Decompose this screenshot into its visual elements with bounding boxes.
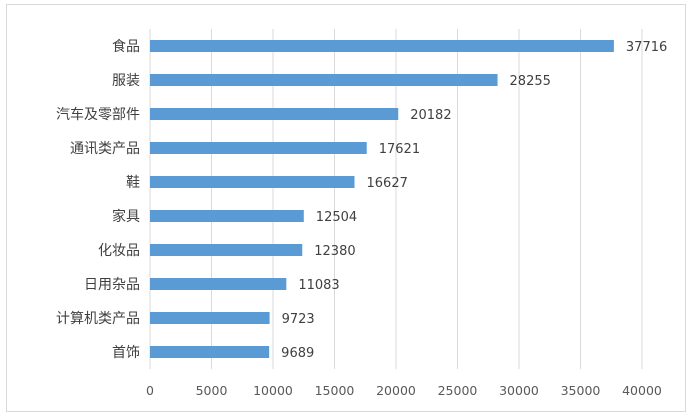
- category-label: 家具: [112, 208, 140, 225]
- bar: [150, 176, 355, 188]
- data-label: 12504: [316, 210, 357, 225]
- data-label: 11083: [298, 278, 339, 293]
- data-label: 37716: [626, 40, 667, 55]
- x-tick-label: 35000: [561, 383, 601, 398]
- bar: [150, 74, 498, 86]
- category-label: 计算机类产品: [56, 311, 140, 327]
- x-tick-label: 40000: [622, 383, 662, 398]
- bar: [150, 210, 304, 222]
- data-label: 9723: [282, 312, 315, 327]
- bars: [150, 40, 614, 358]
- bar: [150, 278, 287, 290]
- bar: [150, 244, 303, 256]
- x-tick-label: 30000: [499, 383, 539, 398]
- x-tick-label: 0: [146, 383, 154, 398]
- bar: [150, 40, 614, 52]
- x-tick-label: 15000: [315, 383, 355, 398]
- data-label: 12380: [314, 244, 355, 259]
- bar: [150, 108, 399, 120]
- category-label: 汽车及零部件: [56, 106, 140, 123]
- bar: [150, 142, 367, 154]
- bar: [150, 346, 270, 358]
- x-tick-label: 10000: [253, 383, 293, 398]
- category-label: 日用杂品: [84, 277, 140, 293]
- bar: [150, 312, 270, 324]
- x-axis-tick-labels: 0 5000 10000 15000 20000 25000 30000 35000 40000: [146, 383, 662, 398]
- category-label: 首饰: [112, 345, 140, 361]
- data-label: 28255: [510, 74, 551, 89]
- x-tick-label: 20000: [376, 383, 416, 398]
- data-label: 9689: [281, 346, 314, 361]
- category-label: 化妆品: [98, 243, 140, 259]
- data-label: 16627: [367, 176, 408, 191]
- category-label: 通讯类产品: [70, 141, 140, 157]
- data-label: 17621: [379, 142, 420, 157]
- category-label: 服装: [112, 73, 140, 89]
- chart-frame: 食品服装汽车及零部件通讯类产品鞋家具化妆品日用杂品计算机类产品首饰 37716 2…: [6, 4, 686, 412]
- category-label: 鞋: [126, 175, 140, 191]
- x-tick-label: 5000: [196, 383, 228, 398]
- data-label: 20182: [410, 108, 451, 123]
- category-label: 食品: [112, 38, 140, 55]
- value-labels: 37716 28255 20182 17621 16627 12504 12380 11083…: [281, 40, 667, 361]
- x-tick-label: 25000: [438, 383, 478, 398]
